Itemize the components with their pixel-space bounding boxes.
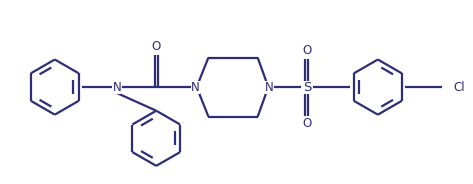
Text: O: O: [302, 44, 312, 57]
Text: O: O: [302, 117, 312, 130]
Text: N: N: [113, 81, 121, 94]
Text: N: N: [191, 81, 200, 94]
Text: S: S: [303, 81, 311, 94]
Text: O: O: [152, 40, 161, 53]
Text: Cl: Cl: [454, 81, 465, 94]
Text: N: N: [265, 81, 274, 94]
